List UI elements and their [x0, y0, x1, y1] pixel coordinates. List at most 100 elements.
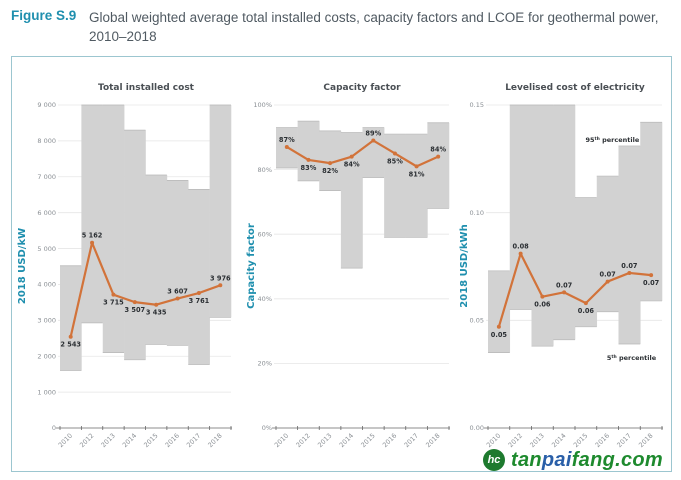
- data-label: 82%: [322, 167, 338, 175]
- panel-title: Capacity factor: [323, 83, 401, 93]
- data-label: 84%: [430, 146, 446, 154]
- y-tick-label: 60%: [258, 230, 272, 238]
- data-point-2017: [196, 291, 201, 296]
- panel-title: Total installed cost: [98, 83, 195, 93]
- band-bar-2018: [209, 105, 232, 318]
- data-label: 85%: [387, 157, 403, 165]
- data-label: 81%: [409, 170, 425, 178]
- data-label: 83%: [301, 164, 317, 172]
- y-axis-label: Capacity factor: [246, 223, 257, 309]
- data-point-2018: [436, 154, 441, 159]
- watermark-text: tanpaifang.com: [511, 449, 663, 472]
- band-bar-2015: [362, 127, 385, 178]
- data-point-2012: [518, 251, 523, 256]
- band-bar-2016: [166, 180, 189, 346]
- annotation-5th-percentile: 5th percentile: [607, 354, 657, 363]
- y-tick-label: 5 000: [37, 245, 56, 253]
- data-label: 0.08: [512, 243, 529, 251]
- y-axis-label: 2018 USD/kW: [17, 228, 28, 304]
- watermark-part-fang: fang.com: [571, 448, 663, 471]
- panel-title: Levelised cost of electricity: [505, 83, 645, 93]
- y-tick-label: 4 000: [37, 281, 56, 289]
- panel-capacity-factor: Capacity factor Capacity factor 0% 20% 40%…: [246, 83, 450, 449]
- band-bar-2016: [384, 134, 407, 238]
- band-bar-2012: [509, 105, 532, 310]
- watermark: hc tanpaifang.com: [483, 446, 663, 474]
- data-point-2014: [132, 300, 137, 305]
- band-bar-2018: [427, 122, 450, 209]
- data-point-2016: [175, 296, 180, 301]
- band-bar-2012: [297, 121, 320, 181]
- data-point-2018: [218, 283, 223, 288]
- data-label: 84%: [344, 161, 360, 169]
- x-tick-label: 2010: [273, 432, 290, 449]
- panel-total-installed-cost: Total installed cost 2018 USD/kW 0 1 000 2…: [17, 83, 232, 449]
- data-label: 2 543: [60, 341, 81, 349]
- band-bar-2013: [102, 105, 125, 353]
- data-label: 3 761: [189, 297, 210, 305]
- annotation-95th-percentile: 95th percentile: [585, 135, 639, 144]
- y-tick-label: 6 000: [37, 209, 56, 217]
- band-bar-2013: [319, 130, 342, 191]
- watermark-part-tan: tan: [511, 448, 542, 471]
- band-bar-2014: [124, 130, 146, 360]
- data-label: 3 976: [210, 274, 231, 282]
- y-tick-label: 2 000: [37, 352, 56, 360]
- annotation-number: 5: [607, 354, 612, 362]
- figure-title: Global weighted average total installed …: [89, 10, 659, 44]
- data-point-2017: [627, 270, 632, 275]
- data-label: 3 435: [146, 309, 167, 317]
- data-label: 0.07: [599, 271, 616, 279]
- y-tick-label: 9 000: [37, 101, 56, 109]
- data-point-2010: [284, 144, 289, 149]
- band-bar-2017: [618, 145, 641, 345]
- data-label: 3 715: [103, 299, 124, 307]
- data-label: 0.07: [556, 281, 573, 289]
- y-tick-label: 0.05: [470, 317, 484, 325]
- data-label: 3 607: [167, 288, 188, 296]
- x-tick-label: 2018: [424, 432, 441, 449]
- x-tick-label: 2015: [142, 432, 159, 449]
- band-bar-2017: [188, 189, 210, 365]
- x-tick-label: 2016: [164, 432, 181, 449]
- band-bar-2016: [596, 176, 619, 312]
- y-axis-label: 2018 USD/kWh: [459, 224, 470, 307]
- data-label: 0.06: [578, 307, 595, 315]
- band-bar-2015: [575, 197, 598, 327]
- band-bar-2014: [553, 105, 576, 340]
- y-tick-label: 7 000: [37, 173, 56, 181]
- data-point-2012: [90, 240, 95, 245]
- percentile-band: [276, 120, 450, 269]
- watermark-logo-icon: hc: [483, 449, 505, 471]
- data-point-2013: [328, 161, 333, 166]
- band-bar-2017: [405, 134, 428, 238]
- percentile-band: [488, 104, 663, 353]
- band-bar-2012: [81, 105, 104, 323]
- y-tick-label: 0.10: [470, 209, 484, 217]
- y-tick-label: 20%: [258, 360, 272, 368]
- band-bar-2013: [531, 105, 554, 347]
- annotation-suffix: th: [595, 135, 600, 141]
- y-tick-label: 0: [52, 424, 56, 432]
- data-point-2017: [414, 164, 419, 169]
- x-tick-label: 2014: [121, 432, 138, 449]
- x-tick-label: 2016: [381, 432, 398, 449]
- data-point-2012: [306, 157, 311, 162]
- y-tick-label: 3 000: [37, 317, 56, 325]
- data-point-2013: [540, 294, 545, 299]
- y-tick-label: 80%: [258, 166, 272, 174]
- y-tick-label: 1 000: [37, 388, 56, 396]
- average-line: [286, 139, 439, 168]
- data-point-2016: [605, 279, 610, 284]
- data-point-2014: [349, 154, 354, 159]
- data-label: 3 507: [124, 306, 145, 314]
- x-tick-label: 2013: [316, 432, 333, 449]
- band-bar-2014: [340, 132, 363, 269]
- figure-label: Figure S.9: [11, 8, 77, 23]
- band-bar-2010: [60, 265, 82, 371]
- x-tick-label: 2015: [359, 432, 376, 449]
- data-label: 0.06: [534, 301, 551, 309]
- band-bar-2018: [640, 122, 663, 301]
- y-tick-label: 0%: [262, 424, 272, 432]
